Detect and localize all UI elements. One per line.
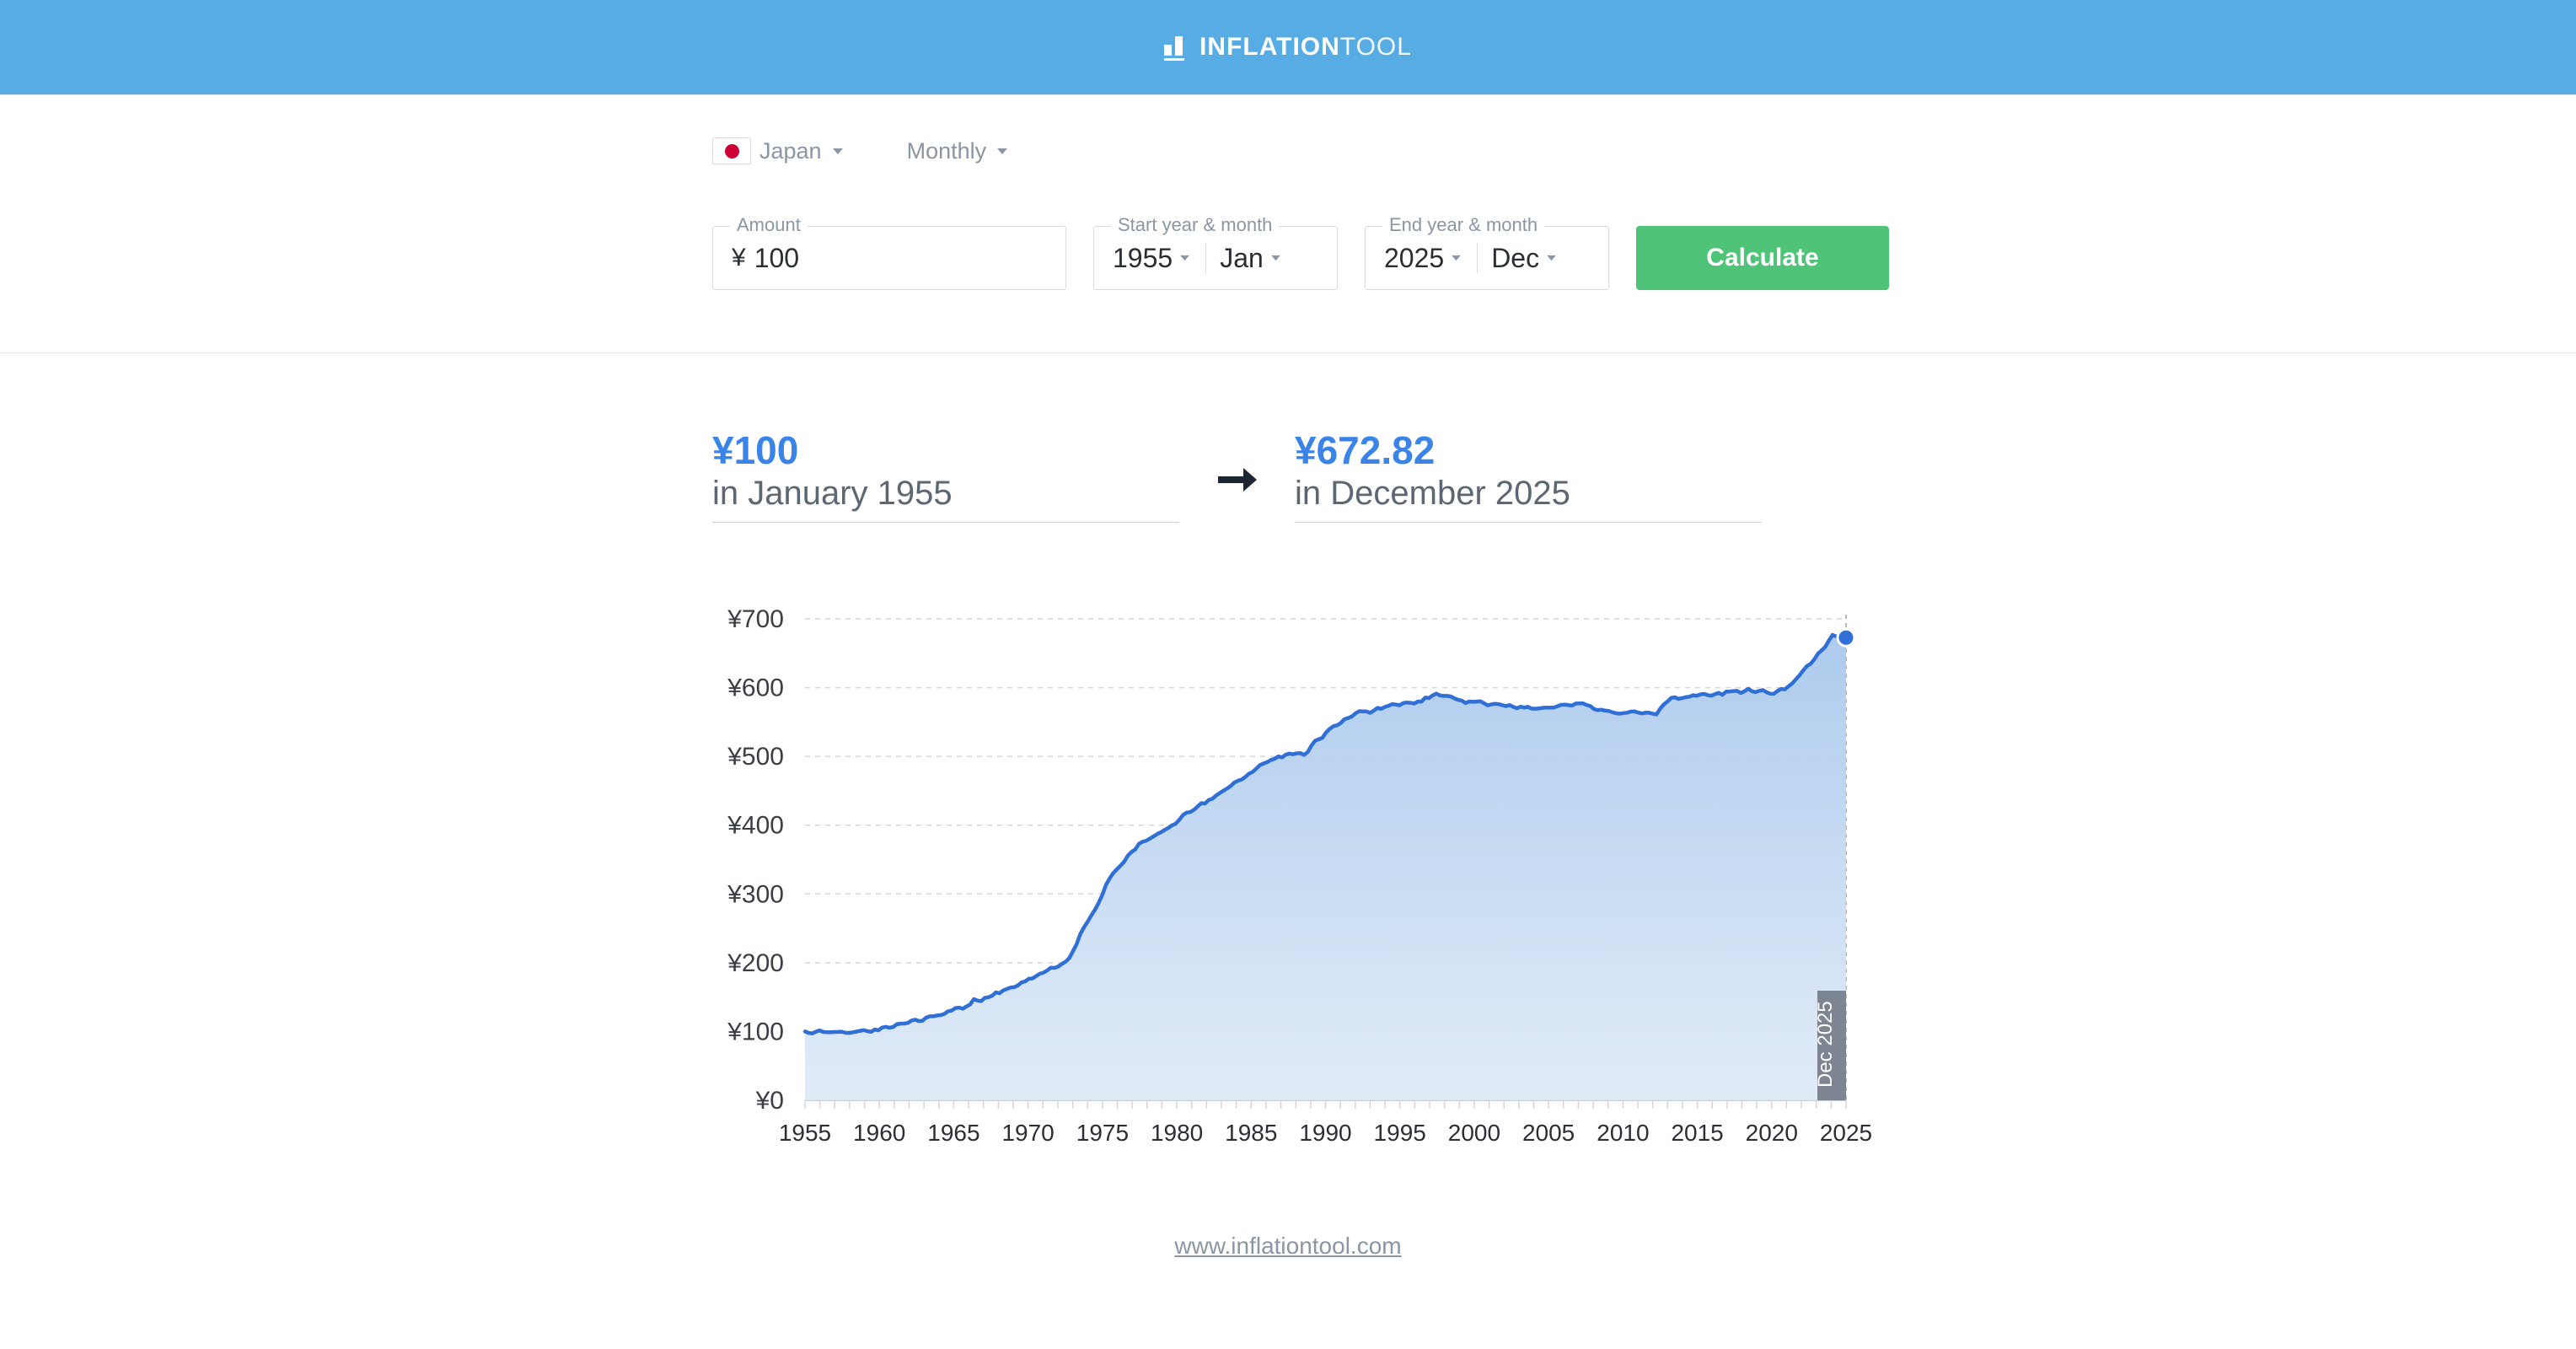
svg-text:¥300: ¥300 xyxy=(727,880,784,908)
svg-text:1965: 1965 xyxy=(927,1120,979,1146)
svg-text:1975: 1975 xyxy=(1076,1120,1129,1146)
svg-text:2015: 2015 xyxy=(1671,1120,1723,1146)
svg-text:¥100: ¥100 xyxy=(727,1018,784,1045)
svg-text:2020: 2020 xyxy=(1746,1120,1798,1146)
svg-text:Dec 2025: Dec 2025 xyxy=(1814,1001,1837,1088)
svg-text:1960: 1960 xyxy=(853,1120,905,1146)
svg-text:1990: 1990 xyxy=(1299,1120,1351,1146)
svg-text:1955: 1955 xyxy=(779,1120,831,1146)
svg-text:¥0: ¥0 xyxy=(755,1087,784,1115)
svg-text:1970: 1970 xyxy=(1001,1120,1054,1146)
svg-text:¥400: ¥400 xyxy=(727,812,784,840)
svg-text:2025: 2025 xyxy=(1820,1120,1872,1146)
svg-text:¥600: ¥600 xyxy=(727,674,784,702)
svg-text:¥200: ¥200 xyxy=(727,949,784,977)
svg-text:¥500: ¥500 xyxy=(727,743,784,771)
svg-text:1995: 1995 xyxy=(1374,1120,1426,1146)
svg-text:2005: 2005 xyxy=(1522,1120,1575,1146)
svg-text:1985: 1985 xyxy=(1225,1120,1277,1146)
svg-text:¥700: ¥700 xyxy=(727,605,784,633)
svg-text:1980: 1980 xyxy=(1151,1120,1203,1146)
svg-text:2010: 2010 xyxy=(1597,1120,1649,1146)
svg-text:2000: 2000 xyxy=(1448,1120,1500,1146)
